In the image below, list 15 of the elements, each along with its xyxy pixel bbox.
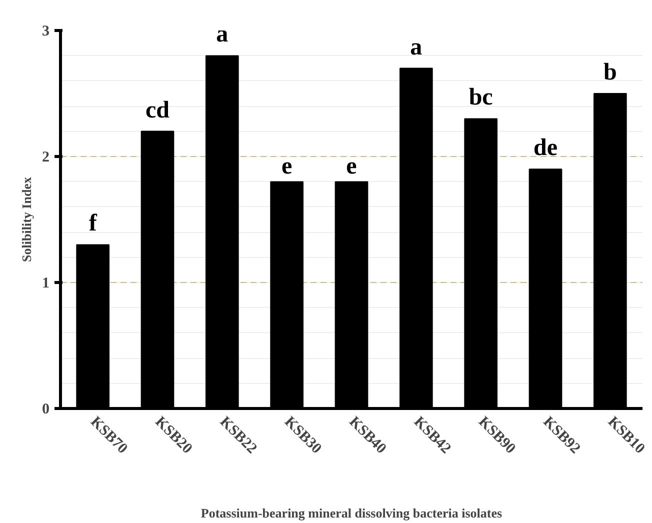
data-label: f — [88, 210, 98, 237]
data-label: e — [282, 154, 293, 180]
data-label: a — [410, 34, 422, 60]
data-label: b — [603, 60, 617, 86]
data-label: a — [216, 22, 228, 48]
data-label: de — [534, 135, 558, 162]
data-label: e — [346, 154, 358, 180]
x-axis-title: Potassium-bearing mineral dissolving bacteria isolates — [200, 506, 502, 521]
y-tick-label: 1 — [42, 276, 50, 292]
y-tick-label: 0 — [42, 402, 50, 418]
data-label: cd — [146, 97, 170, 124]
y-tick-label: 2 — [42, 150, 50, 166]
y-axis-title: Solibility Index — [19, 176, 34, 262]
data-label: bc — [468, 84, 494, 111]
y-tick-label: 3 — [42, 24, 50, 40]
